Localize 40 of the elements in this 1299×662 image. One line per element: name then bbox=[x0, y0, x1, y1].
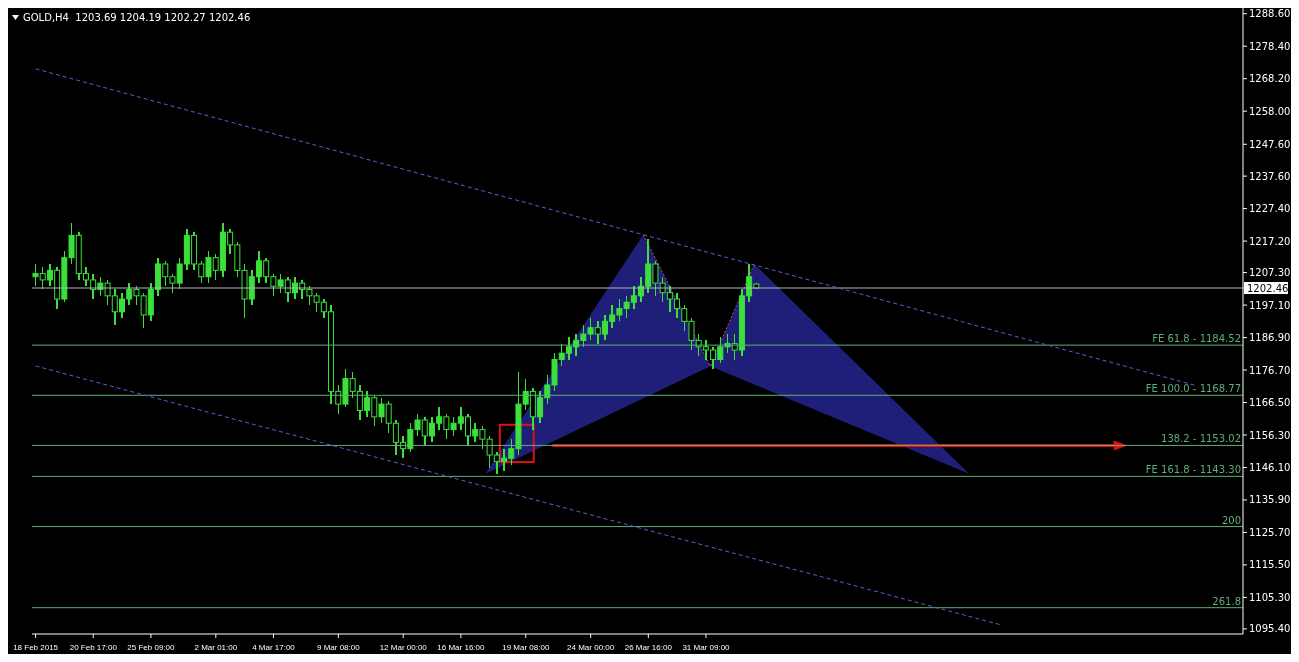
x-tick-label: 31 Mar 09:00 bbox=[682, 643, 731, 652]
x-tick-label: 20 Feb 17:00 bbox=[69, 643, 118, 652]
y-tick-label: 1105.30 bbox=[1249, 591, 1291, 603]
x-tick-label: 9 Mar 08:00 bbox=[317, 643, 361, 652]
y-tick-label: 1197.10 bbox=[1249, 299, 1291, 311]
x-tick-label: 24 Mar 00:00 bbox=[567, 643, 615, 652]
x-tick-label: 2 Mar 01:00 bbox=[194, 643, 238, 652]
y-tick-label: 1176.70 bbox=[1249, 364, 1291, 376]
annotation: FE 61.8 - 1184.52 bbox=[1152, 333, 1241, 345]
y-tick-label: 1186.90 bbox=[1249, 332, 1291, 344]
y-tick-label: 1146.10 bbox=[1249, 462, 1291, 474]
y-tick-label: 1227.40 bbox=[1249, 203, 1291, 215]
annotation: FE 161.8 - 1143.30 bbox=[1145, 464, 1241, 476]
x-tick-label: 19 Mar 08:00 bbox=[502, 643, 550, 652]
y-tick-label: 1125.70 bbox=[1249, 526, 1291, 538]
y-tick-label: 1095.40 bbox=[1249, 623, 1291, 635]
y-tick-label: 1247.60 bbox=[1249, 138, 1291, 150]
y-tick-label: 1237.60 bbox=[1249, 170, 1291, 182]
y-tick-label: 1278.40 bbox=[1249, 40, 1291, 52]
y-tick-label: 1217.20 bbox=[1249, 235, 1291, 247]
y-tick-label: 1156.30 bbox=[1249, 429, 1291, 441]
x-tick-label: 16 Mar 16:00 bbox=[437, 643, 486, 652]
y-tick-label: 1207.30 bbox=[1249, 267, 1291, 279]
y-tick-label: 1115.50 bbox=[1249, 559, 1291, 571]
y-tick-label: 1288.60 bbox=[1249, 8, 1291, 20]
y-tick-label: 1135.90 bbox=[1249, 494, 1291, 506]
y-tick-label: 1268.20 bbox=[1249, 73, 1291, 85]
x-tick-label: 25 Feb 09:00 bbox=[127, 643, 176, 652]
chart-title: GOLD,H4 1203.69 1204.19 1202.27 1202.46 bbox=[23, 12, 251, 23]
y-tick-label: 1166.50 bbox=[1249, 397, 1291, 409]
x-tick-label: 26 Mar 16:00 bbox=[624, 643, 673, 652]
annotation: FE 100.0 - 1168.77 bbox=[1145, 383, 1241, 395]
annotation: 138.2 - 1153.02 bbox=[1161, 433, 1241, 445]
x-tick-label: 18 Feb 2015 bbox=[13, 643, 59, 652]
x-tick-label: 12 Mar 00:00 bbox=[379, 643, 428, 652]
annotation: 200 bbox=[1221, 514, 1241, 526]
annotation: 261.8 bbox=[1212, 595, 1241, 607]
x-tick-label: 4 Mar 17:00 bbox=[252, 643, 296, 652]
ref-line-label: 1202.46 bbox=[1247, 283, 1289, 295]
y-tick-label: 1258.00 bbox=[1249, 105, 1291, 117]
